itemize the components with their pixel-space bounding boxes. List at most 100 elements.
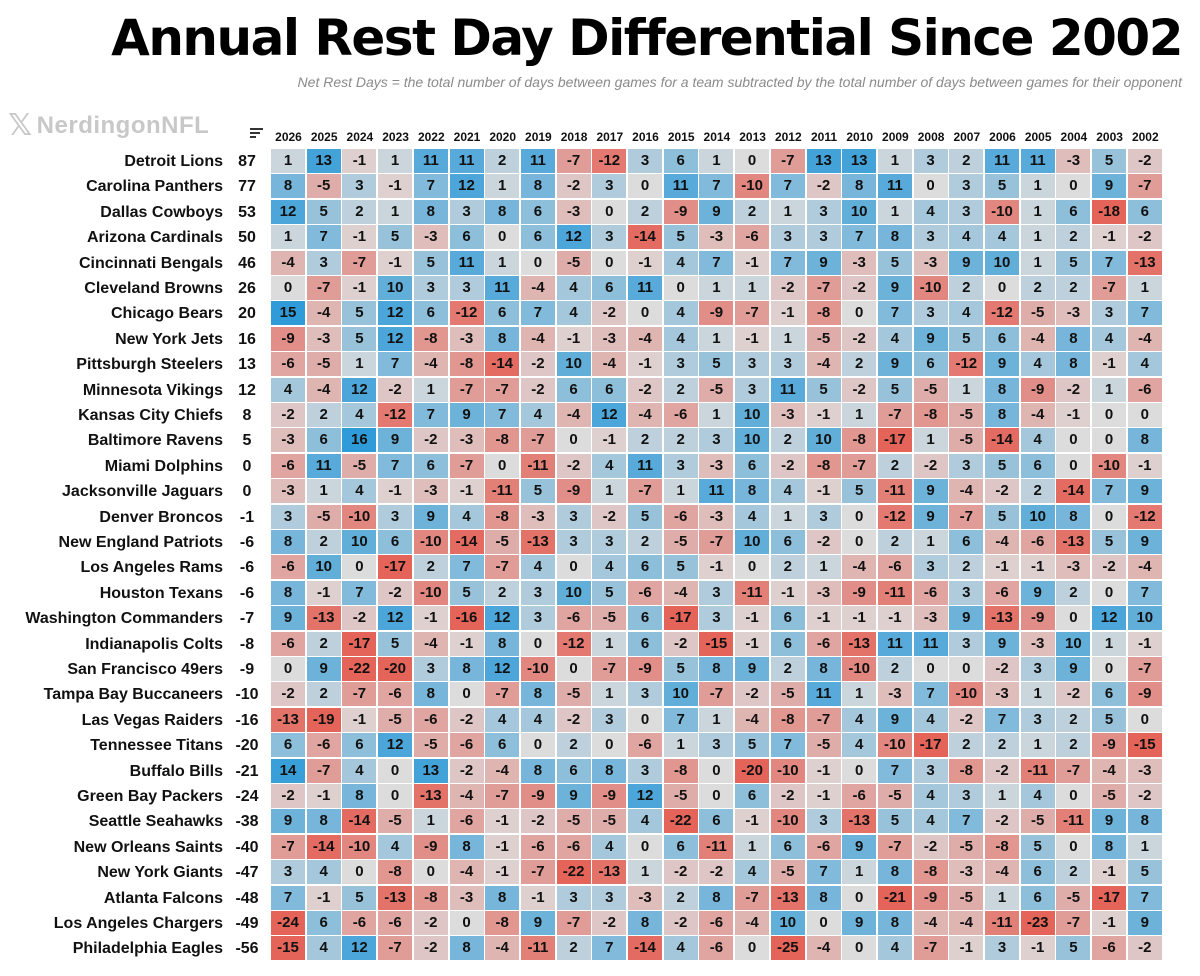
- heatmap-cell: -2: [378, 580, 413, 605]
- heatmap-cell: -3: [913, 250, 948, 275]
- heatmap-cell: -4: [663, 580, 698, 605]
- heatmap-cell: 6: [949, 530, 984, 554]
- heatmap-cell: 0: [1056, 428, 1091, 453]
- heatmap-cell: 1: [1020, 250, 1055, 275]
- heatmap-cell: 0: [1092, 657, 1127, 681]
- heatmap-cell: 5: [592, 580, 627, 605]
- heatmap-cell: 11: [628, 276, 662, 300]
- heatmap-cell: -5: [556, 809, 591, 834]
- heatmap-cell: -12: [985, 301, 1019, 326]
- heatmap-cell: -3: [592, 326, 627, 351]
- heatmap-cell: -4: [806, 936, 841, 961]
- heatmap-cell: 2: [1056, 225, 1091, 250]
- heatmap-cell: 1: [592, 682, 627, 707]
- heatmap-cell: 2: [306, 530, 341, 554]
- year-label: 2012: [774, 130, 802, 144]
- heatmap-cell: -2: [1127, 225, 1162, 250]
- heatmap-cell: 7: [306, 225, 341, 250]
- heatmap-cell: 0: [556, 555, 591, 580]
- heatmap-cell: 0: [1127, 707, 1162, 732]
- heatmap-cell: 2: [306, 682, 341, 707]
- heatmap-cell: -3: [985, 682, 1019, 707]
- heatmap-cell: 4: [342, 479, 377, 504]
- heatmap-cell: -13: [770, 885, 805, 910]
- heatmap-cell: 7: [485, 403, 520, 427]
- heatmap-cell: 3: [556, 504, 591, 529]
- heatmap-cell: -5: [949, 834, 984, 859]
- heatmap-cell: 5: [877, 809, 912, 834]
- heatmap-cell: -2: [842, 377, 877, 402]
- heatmap-cell: 7: [985, 707, 1019, 732]
- heatmap-cell: -14: [342, 809, 377, 834]
- heatmap-cell: -11: [520, 936, 555, 961]
- heatmap-cell: 11: [520, 149, 555, 173]
- heatmap-cell: -4: [485, 758, 520, 783]
- heatmap-cell: -3: [449, 326, 484, 351]
- heatmap-cell: 2: [1020, 276, 1055, 300]
- heatmap-cell: 10: [985, 250, 1019, 275]
- heatmap-cell: 0: [592, 250, 627, 275]
- heatmap-cell: -10: [913, 276, 948, 300]
- heatmap-cell: 3: [1092, 301, 1127, 326]
- heatmap-cell: 4: [877, 326, 912, 351]
- heatmap-cell: -12: [556, 631, 591, 656]
- heatmap-cell: -1: [806, 479, 841, 504]
- heatmap-cell: -14: [485, 352, 520, 377]
- heatmap-cell: 5: [449, 580, 484, 605]
- team-total: -8: [239, 635, 255, 653]
- heatmap-cell: -9: [592, 784, 627, 808]
- heatmap-cell: 12: [485, 606, 520, 631]
- heatmap-cell: -3: [306, 326, 341, 351]
- heatmap-cell: 11: [877, 174, 912, 199]
- brand-logo: 𝕏 NerdingonNFL: [8, 108, 209, 143]
- team-total: -16: [235, 711, 259, 729]
- heatmap-cell: 15: [271, 301, 305, 326]
- heatmap-cell: 7: [520, 301, 555, 326]
- heatmap-cell: 11: [913, 631, 948, 656]
- heatmap-cell: -2: [520, 809, 555, 834]
- year-label: 2019: [525, 130, 552, 144]
- sort-icon[interactable]: [250, 128, 263, 142]
- heatmap-cell: 8: [271, 580, 305, 605]
- heatmap-cell: 0: [735, 555, 770, 580]
- team-total: -21: [235, 762, 259, 780]
- heatmap-cell: -7: [592, 657, 627, 681]
- heatmap-cell: 0: [413, 860, 448, 885]
- year-label: 2011: [810, 130, 838, 144]
- heatmap-cell: -6: [877, 555, 912, 580]
- heatmap-cell: -2: [770, 784, 805, 808]
- heatmap-cell: 3: [913, 149, 948, 173]
- heatmap-cell: 12: [378, 301, 413, 326]
- heatmap-cell: -13: [413, 784, 448, 808]
- heatmap-cell: -8: [806, 453, 841, 478]
- heatmap-cell: 0: [449, 682, 484, 707]
- heatmap-cell: -2: [342, 606, 377, 631]
- heatmap-cell: -10: [342, 834, 377, 859]
- heatmap-cell: -9: [663, 199, 698, 224]
- team-name: Buffalo Bills: [129, 762, 223, 780]
- heatmap-cell: 0: [949, 657, 984, 681]
- heatmap-cell: -6: [913, 580, 948, 605]
- heatmap-cell: 6: [699, 809, 734, 834]
- heatmap-cell: 4: [1020, 784, 1055, 808]
- heatmap-cell: -4: [1127, 555, 1162, 580]
- team-name: San Francisco 49ers: [67, 661, 223, 678]
- heatmap-cell: -17: [378, 555, 413, 580]
- heatmap-cell: -8: [663, 758, 698, 783]
- heatmap-cell: 8: [306, 809, 341, 834]
- heatmap-cell: 8: [877, 225, 912, 250]
- heatmap-cell: -8: [913, 860, 948, 885]
- heatmap-cell: 4: [842, 733, 877, 758]
- heatmap-cell: 9: [1092, 809, 1127, 834]
- heatmap-cell: -9: [699, 301, 734, 326]
- heatmap-cell: 8: [413, 682, 448, 707]
- heatmap-cell: 2: [1020, 479, 1055, 504]
- heatmap-cell: -9: [842, 580, 877, 605]
- heatmap-cell: -13: [1056, 530, 1091, 554]
- heatmap-cell: 4: [913, 199, 948, 224]
- heatmap-cell: 2: [628, 199, 662, 224]
- heatmap-cell: 3: [449, 276, 484, 300]
- heatmap-cell: -10: [413, 580, 448, 605]
- heatmap-cell: -1: [1092, 860, 1127, 885]
- heatmap-cell: 1: [1020, 174, 1055, 199]
